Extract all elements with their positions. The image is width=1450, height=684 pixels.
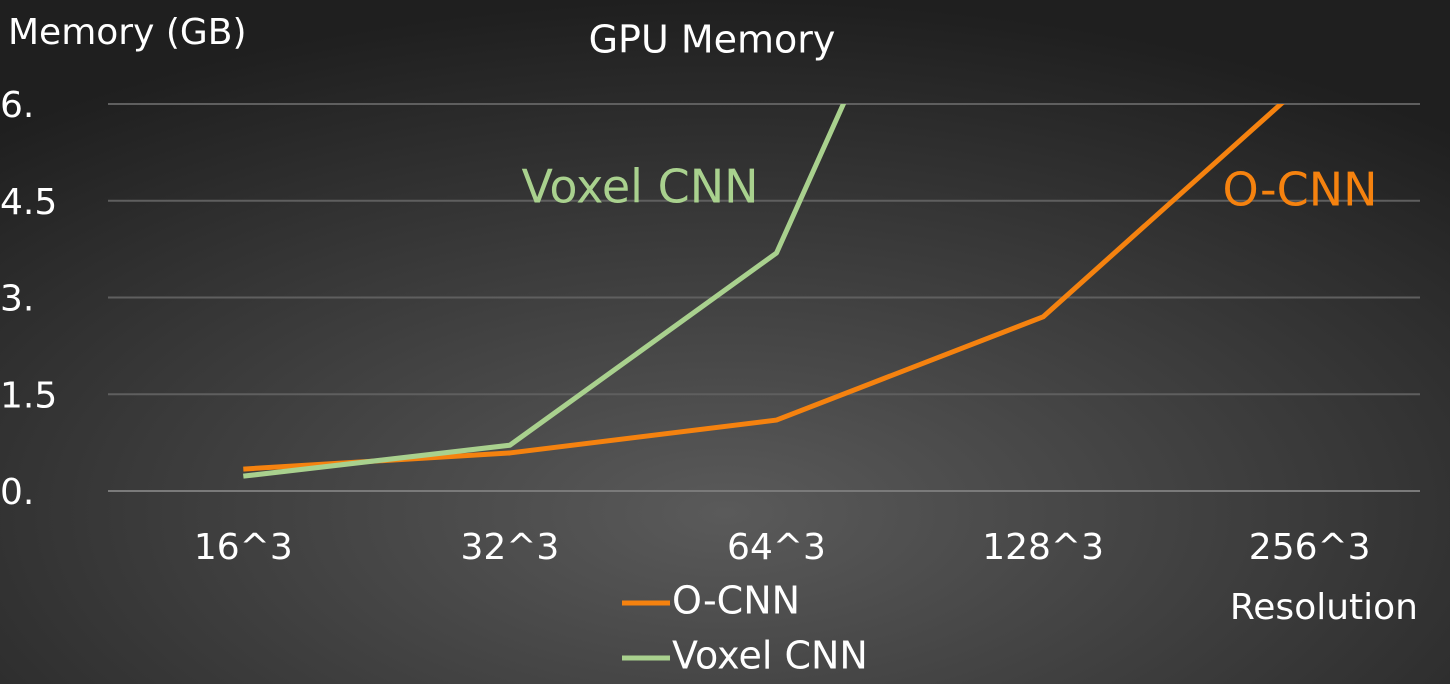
x-tick-label: 128^3	[982, 527, 1104, 568]
y-tick-label: 1.5	[0, 375, 57, 416]
x-tick-label: 16^3	[194, 527, 293, 568]
y-tick-label: 4.5	[0, 182, 57, 223]
x-tick-label: 256^3	[1249, 527, 1371, 568]
series-line	[243, 104, 847, 479]
annotation: O-CNN	[1222, 163, 1377, 217]
legend-label: O-CNN	[672, 579, 800, 623]
x-axis-label: Resolution	[1230, 587, 1418, 628]
x-tick-label: 64^3	[727, 527, 826, 568]
legend-label: Voxel CNN	[672, 634, 868, 678]
x-tick-label: 32^3	[460, 527, 559, 568]
annotation: Voxel CNN	[521, 160, 758, 214]
y-tick-label: 0.	[0, 472, 34, 513]
chart-title: GPU Memory	[589, 18, 836, 62]
y-tick-label: 3.	[0, 279, 34, 320]
y-axis-label: Memory (GB)	[8, 12, 247, 53]
y-tick-label: 6.	[0, 85, 34, 126]
series-line	[243, 104, 1285, 472]
plot	[243, 104, 1285, 479]
